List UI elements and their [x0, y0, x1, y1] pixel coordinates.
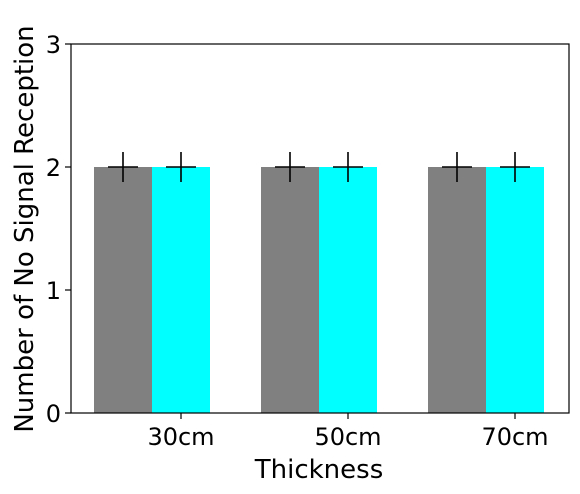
- plus-marker: [166, 152, 196, 182]
- x-tick-label: 30cm: [147, 423, 214, 451]
- markers-layer: [108, 152, 530, 182]
- plot-frame: [70, 43, 570, 414]
- y-axis-title: Number of No Signal Reception: [10, 25, 40, 432]
- plus-marker: [108, 152, 138, 182]
- x-tick-label: 70cm: [481, 423, 548, 451]
- y-tick-label: 3: [46, 31, 61, 59]
- bar-70cm-series-2: [486, 167, 544, 413]
- plus-marker: [442, 152, 472, 182]
- plus-marker: [333, 152, 363, 182]
- bar-70cm-series-1: [428, 167, 486, 413]
- x-tick-label: 50cm: [314, 423, 381, 451]
- bar-50cm-series-1: [261, 167, 319, 413]
- bar-50cm-series-2: [319, 167, 377, 413]
- y-axis: 0 1 2 3: [46, 31, 71, 428]
- plus-marker: [275, 152, 305, 182]
- plus-marker: [500, 152, 530, 182]
- y-tick-label: 1: [46, 277, 61, 305]
- x-axis-title: Thickness: [254, 455, 384, 485]
- x-axis: 30cm 50cm 70cm: [147, 413, 549, 451]
- bar-30cm-series-2: [152, 167, 210, 413]
- bar-30cm-series-1: [94, 167, 152, 413]
- y-tick-label: 0: [46, 400, 61, 428]
- bars-layer: [94, 167, 544, 413]
- y-tick-label: 2: [46, 154, 61, 182]
